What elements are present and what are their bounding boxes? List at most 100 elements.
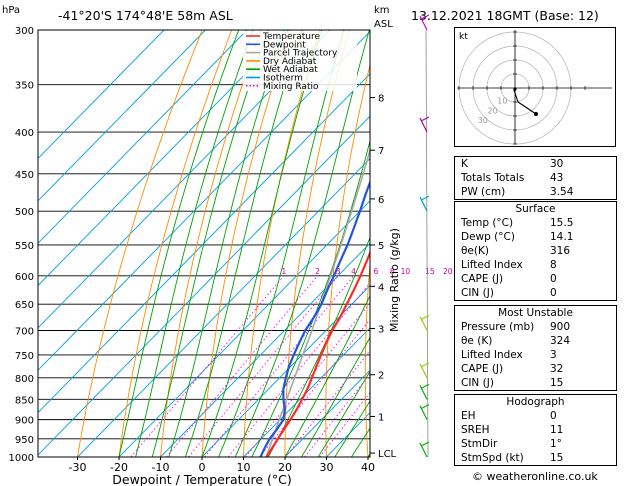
index-row-totals: Totals Totals 43 <box>461 172 564 184</box>
wind-barb-flag <box>420 315 430 320</box>
legend-label: Parcel Trajectory <box>263 49 338 59</box>
x-axis-label: Dewpoint / Temperature (°C) <box>112 472 291 486</box>
mixing-ratio-line <box>166 275 318 457</box>
pressure-tick-label: 550 <box>15 241 34 252</box>
dry-adiabat-line <box>404 30 438 457</box>
mixing-ratio-line <box>245 302 370 457</box>
pressure-tick-label: 950 <box>15 435 34 446</box>
wet-adiabat-line <box>284 294 370 457</box>
profile-lines <box>259 147 370 457</box>
wet-adiabat-line <box>301 336 370 457</box>
datetime-title: 13.12.2021 18GMT (Base: 12) <box>411 8 599 23</box>
mu-row: Lifted Index 3 <box>461 349 557 361</box>
wet-adiabat-line <box>334 400 370 457</box>
wet-adiabat-line <box>168 30 285 457</box>
surface-row: CIN (J) 0 <box>461 287 557 299</box>
mixing-ratio-tick-label: 15 <box>425 267 435 276</box>
mixing-ratio-line <box>304 373 370 457</box>
hodograph-params-panel: Hodograph EH 0 SREH 11 StmDir 1° StmSpd (kt… <box>454 394 617 466</box>
wind-barb-flag <box>420 14 430 20</box>
pressure-tick-label: 850 <box>15 395 34 406</box>
km-tick-label: LCL <box>378 449 397 460</box>
hpa-axis-label: hPa <box>2 5 20 16</box>
hodo-row: EH 0 <box>461 410 557 422</box>
dry-adiabat-line <box>364 259 370 457</box>
hodograph-ring-label: 20 <box>488 106 498 115</box>
km-tick-label: 6 <box>378 195 384 206</box>
wet-adiabat-line <box>267 236 370 457</box>
pressure-tick-label: 800 <box>15 374 34 385</box>
surface-row: θe(K) 316 <box>461 245 571 257</box>
mixing-ratio-tick-label: 1 <box>281 267 286 276</box>
wet-adiabat-line <box>135 30 254 457</box>
isotherm-line <box>201 284 370 457</box>
pressure-tick-label: 600 <box>15 272 34 283</box>
dry-adiabat-line <box>243 30 321 457</box>
mixing-ratio-line <box>130 275 285 457</box>
mu-row: Pressure (mb) 900 <box>461 321 571 333</box>
wet-adiabat-line <box>118 30 240 457</box>
pressure-tick-label: 450 <box>15 170 34 181</box>
isotherm-line <box>38 30 206 202</box>
dry-adiabat-line <box>160 30 262 457</box>
dry-adiabat-line <box>284 30 350 457</box>
hodograph-unit-label: kt <box>459 32 468 42</box>
pressure-tick-label: 500 <box>15 207 34 218</box>
surface-row: Lifted Index 8 <box>461 259 557 271</box>
most-unstable-panel: Most Unstable Pressure (mb) 900 θe (K) 324… <box>454 305 617 391</box>
hodo-row: SREH 11 <box>461 424 564 436</box>
location-title: -41°20'S 174°48'E 58m ASL <box>58 8 233 23</box>
wind-barb-flag <box>420 404 430 410</box>
wind-barb-flag <box>420 441 430 447</box>
hodo-row: StmSpd (kt) 15 <box>461 452 564 464</box>
isotherm-line <box>38 115 370 456</box>
x-tick-label: 20 <box>278 461 292 474</box>
mixing-ratio-line <box>204 275 354 457</box>
km-tick-label: 2 <box>378 371 384 382</box>
index-row-pw: PW (cm) 3.54 <box>461 186 574 198</box>
dry-adiabat-line <box>77 30 203 457</box>
isotherm-line <box>284 369 370 457</box>
isotherm-line <box>38 30 370 371</box>
hodograph-end-point <box>534 112 538 116</box>
mu-row: θe (K) 324 <box>461 335 571 347</box>
x-tick-label: -10 <box>152 461 170 474</box>
wet-adiabat-line <box>317 370 370 457</box>
isotherm-line <box>77 157 370 457</box>
axes: 1234681015202530035040045050055060065070… <box>9 26 467 474</box>
km-tick-label: 1 <box>378 412 384 423</box>
legend-label: Isotherm <box>263 74 303 84</box>
mixing-ratio-tick-label: 3 <box>336 267 341 276</box>
km-tick-label: 3 <box>378 324 384 335</box>
mixing-ratio-tick-label: 20 <box>443 267 453 276</box>
wind-barb-flag <box>420 116 430 122</box>
hodograph-ring-label: 10 <box>497 97 507 106</box>
copyright-footer: © weatheronline.co.uk <box>472 470 598 483</box>
isotherm-line <box>38 30 165 160</box>
wet-adiabat-line <box>201 30 323 457</box>
isotherm-line <box>243 327 370 457</box>
mixing-ratio-line <box>259 318 370 457</box>
mu-row: CIN (J) 15 <box>461 377 564 389</box>
dry-adiabat-line <box>118 30 233 457</box>
series-line-dewpoint <box>259 179 370 457</box>
legend-label: Mixing Ratio <box>263 82 319 92</box>
pressure-tick-label: 700 <box>15 327 34 338</box>
mixing-ratio-tick-label: 2 <box>315 267 320 276</box>
hodo-row: StmDir 1° <box>461 438 562 450</box>
hodograph-params-title: Hodograph <box>506 396 565 408</box>
isotherm-line <box>38 30 331 329</box>
surface-title: Surface <box>515 203 556 215</box>
wet-adiabat-line <box>251 138 370 457</box>
plot-frame <box>37 29 371 458</box>
surface-row: Temp (°C) 15.5 <box>461 217 574 229</box>
x-tick-label: 40 <box>361 461 375 474</box>
wind-barb-flag <box>420 195 430 201</box>
surface-row: Dewp (°C) 14.1 <box>461 231 574 243</box>
index-row-k: K 30 <box>461 158 564 170</box>
series-line-temperature <box>265 250 370 457</box>
x-tick-label: -30 <box>69 461 87 474</box>
x-tick-label: 0 <box>199 461 206 474</box>
